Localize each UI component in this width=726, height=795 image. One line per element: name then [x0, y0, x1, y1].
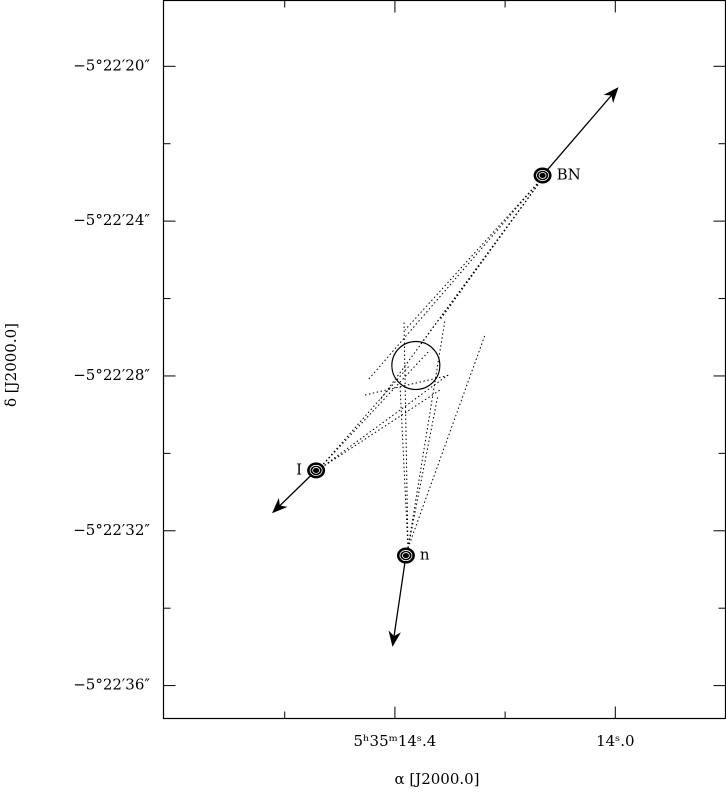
y-tick-label: −5°22′24″	[73, 211, 150, 229]
dotted-line	[407, 334, 486, 549]
dotted-line	[407, 319, 446, 549]
dotted-line	[399, 384, 409, 549]
dotted-line	[407, 394, 439, 549]
x-axis-title: α [J2000.0]	[394, 770, 479, 788]
source-contour	[538, 172, 547, 179]
y-tick-label: −5°22′28″	[73, 366, 150, 384]
dotted-line	[439, 174, 546, 321]
source-contour	[533, 167, 552, 184]
dotted-line	[317, 389, 441, 471]
source-contour	[307, 462, 326, 479]
y-tick-label: −5°22′32″	[73, 521, 150, 539]
source-contour	[402, 552, 410, 559]
source-label: BN	[557, 165, 581, 183]
dotted-line	[367, 174, 546, 381]
dotted-line	[404, 174, 546, 331]
y-tick-label: −5°22′36″	[73, 676, 150, 694]
dotted-line	[317, 349, 431, 471]
x-tick-label: 14ˢ.0	[596, 732, 634, 750]
origin-circle	[391, 340, 441, 391]
x-tick-label: 5ʰ35ᵐ14ˢ.4	[354, 732, 437, 750]
source-label: n	[420, 546, 430, 564]
dotted-line	[403, 319, 409, 549]
dotted-line	[364, 374, 451, 396]
dotted-line	[419, 174, 546, 346]
source-contour	[312, 467, 321, 474]
dotted-line	[317, 374, 449, 471]
plot-frame	[162, 0, 726, 720]
source-contour	[399, 550, 413, 562]
dotted-line	[379, 174, 546, 401]
back-projections	[317, 174, 546, 549]
proper-motion-arrow	[542, 87, 619, 176]
dotted-line	[317, 364, 411, 471]
source-label: I	[296, 460, 302, 478]
proper-motion-arrow	[388, 555, 407, 647]
proper-motion-arrow	[272, 469, 317, 514]
source-contour	[309, 464, 323, 476]
y-tick-label: −5°22′20″	[73, 56, 150, 74]
y-axis-title: δ [J2000.0]	[2, 323, 20, 407]
source-contour	[396, 547, 415, 564]
source-contour	[536, 169, 549, 181]
